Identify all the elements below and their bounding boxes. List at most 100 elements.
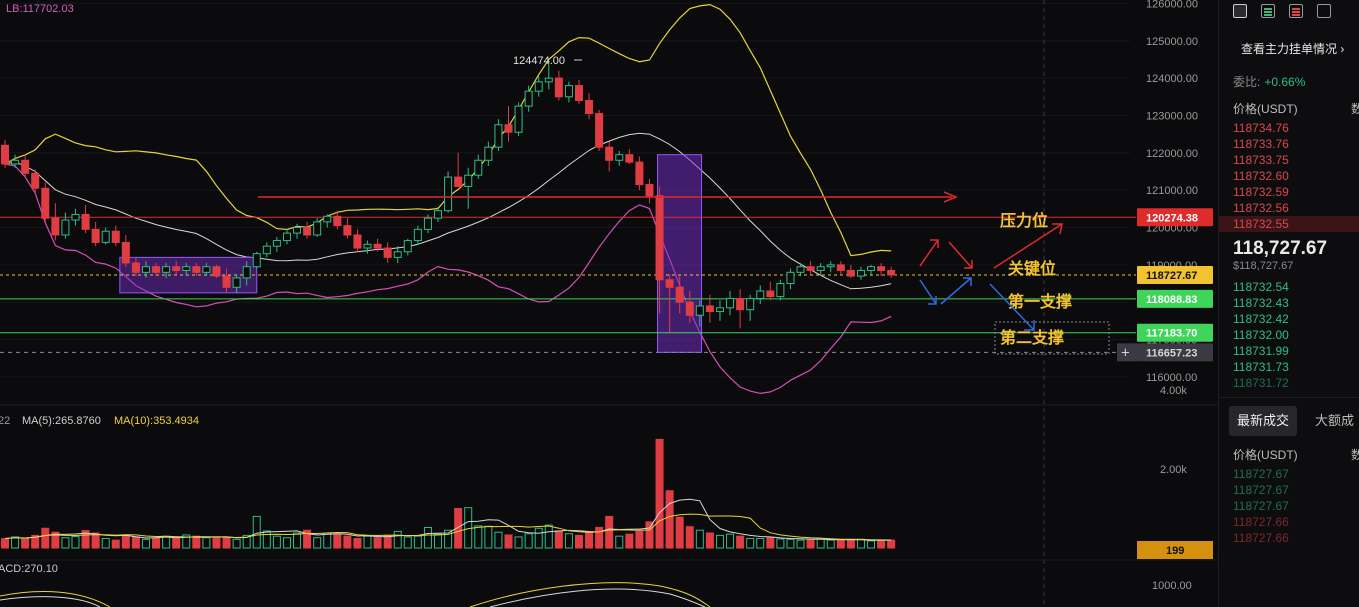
- candle-body: [544, 77, 553, 83]
- volume-bar: [665, 490, 674, 549]
- price-tag-box: [1137, 289, 1213, 308]
- volume-bar: [736, 535, 745, 549]
- volume-bar: [61, 537, 70, 549]
- volume-bar: [816, 538, 825, 549]
- ask-row[interactable]: 118733.76: [1233, 137, 1289, 151]
- price-tick-label: 123000.00: [1146, 110, 1198, 122]
- candle-body: [343, 225, 352, 236]
- macd-label: ACD:270.10: [0, 563, 58, 575]
- volume-bar: [585, 531, 594, 549]
- candle-body: [31, 172, 40, 189]
- candle-body: [786, 271, 795, 285]
- candle-body: [141, 266, 150, 273]
- price-tick-label: 126000.00: [1146, 0, 1198, 10]
- candle-body: [736, 297, 745, 311]
- candle-body: [776, 283, 785, 298]
- drop-box: [657, 154, 703, 353]
- bullish-scenario-arrows: [919, 223, 1063, 269]
- trades-amount-header: 数: [1351, 446, 1359, 463]
- price-tag-box: [1137, 208, 1213, 227]
- volume-bar: [454, 508, 463, 549]
- price-tag-text: 118727.67: [1146, 270, 1197, 282]
- volume-bar: [81, 530, 90, 549]
- orderbook-header: 价格(USDT) 数: [1219, 90, 1359, 117]
- candle-body: [836, 264, 845, 271]
- ask-row[interactable]: 118732.56: [1233, 201, 1289, 215]
- view-toolbar: [1219, 0, 1359, 26]
- volume-bar: [544, 524, 553, 549]
- candle-body: [494, 124, 503, 148]
- bid-row[interactable]: 118732.42: [1233, 312, 1289, 326]
- middle-band: [4, 132, 892, 290]
- price-column-header: 价格(USDT): [1233, 102, 1298, 116]
- volume-bar: [715, 534, 724, 549]
- asks-view-icon[interactable]: [1289, 4, 1303, 18]
- volume-bar: [534, 527, 543, 549]
- volume-bar: [494, 531, 503, 549]
- bid-row[interactable]: 118732.43: [1233, 296, 1289, 310]
- candle-body: [1, 144, 9, 165]
- trade-row[interactable]: 118727.67: [1233, 499, 1289, 513]
- volume-ma5-line: [4, 498, 892, 541]
- volume-bar: [182, 534, 191, 549]
- volume-bar: [272, 535, 281, 549]
- candle-body: [806, 266, 815, 271]
- volume-bar: [323, 532, 332, 549]
- candle-body: [524, 90, 533, 107]
- volume-bar: [484, 525, 493, 549]
- ask-row[interactable]: 118732.60: [1233, 169, 1289, 183]
- bid-row[interactable]: 118731.72: [1233, 376, 1289, 390]
- volume-current-text: 199: [1166, 545, 1184, 557]
- price-tag-box: [1137, 343, 1213, 362]
- candle-body: [262, 245, 271, 255]
- price-tag-box: [1137, 266, 1213, 285]
- trade-row[interactable]: 118727.67: [1233, 483, 1289, 497]
- bids-view-icon[interactable]: [1261, 4, 1275, 18]
- candle-body: [766, 290, 775, 298]
- candle-body: [665, 279, 674, 288]
- highlight-boxes: [119, 154, 703, 353]
- bid-ask-ratio: 委比: +0.66%: [1219, 57, 1359, 90]
- volume-bar: [746, 538, 755, 549]
- volume-bar: [444, 529, 453, 549]
- volume-bar: [222, 537, 231, 549]
- bid-row[interactable]: 118732.00: [1233, 328, 1289, 342]
- volume-ma10-legend: MA(10):353.4934: [114, 415, 199, 427]
- ask-row[interactable]: 118733.75: [1233, 153, 1289, 167]
- volume-bar: [836, 539, 845, 549]
- trade-row[interactable]: 118727.66: [1233, 515, 1289, 529]
- chevron-right-icon: ›: [1337, 42, 1345, 56]
- level-label: 第二支撑: [1000, 328, 1064, 347]
- candle-body: [826, 264, 835, 268]
- volume-tick-label: 4.00k: [1160, 385, 1187, 397]
- volume-bar: [564, 533, 573, 549]
- volume-bar: [293, 532, 302, 549]
- ask-row[interactable]: 118734.76: [1233, 121, 1289, 135]
- main-orders-link-text: 查看主力挂单情况: [1241, 42, 1338, 56]
- fullscreen-icon[interactable]: [1317, 4, 1331, 18]
- volume-bar: [41, 527, 50, 549]
- layout-icon[interactable]: [1233, 4, 1247, 18]
- crosshair-plus-box: [1117, 343, 1137, 362]
- volume-bar: [887, 539, 896, 549]
- candle-body: [403, 240, 412, 253]
- tab-large-trades[interactable]: 大额成: [1315, 413, 1355, 428]
- volume-bar: [856, 538, 865, 549]
- candle-body: [41, 187, 50, 219]
- candle-body: [655, 195, 664, 281]
- trade-row[interactable]: 118727.66: [1233, 531, 1289, 545]
- trade-row[interactable]: 118727.67: [1233, 467, 1289, 481]
- volume-ma5-legend: MA(5):265.8760: [22, 415, 101, 427]
- tab-latest-trades[interactable]: 最新成交: [1229, 406, 1298, 436]
- volume-current-box: [1137, 541, 1213, 559]
- candle-body: [282, 232, 291, 242]
- main-orders-link[interactable]: 查看主力挂单情况 ›: [1219, 26, 1359, 57]
- volume-bar: [111, 539, 120, 549]
- bid-row[interactable]: 118732.54: [1233, 280, 1289, 294]
- candle-body: [222, 275, 231, 288]
- bid-row[interactable]: 118731.99: [1233, 344, 1289, 358]
- ask-row[interactable]: 118732.59: [1233, 185, 1289, 199]
- bid-row[interactable]: 118731.73: [1233, 360, 1289, 374]
- ask-row[interactable]: 118732.55: [1219, 216, 1359, 232]
